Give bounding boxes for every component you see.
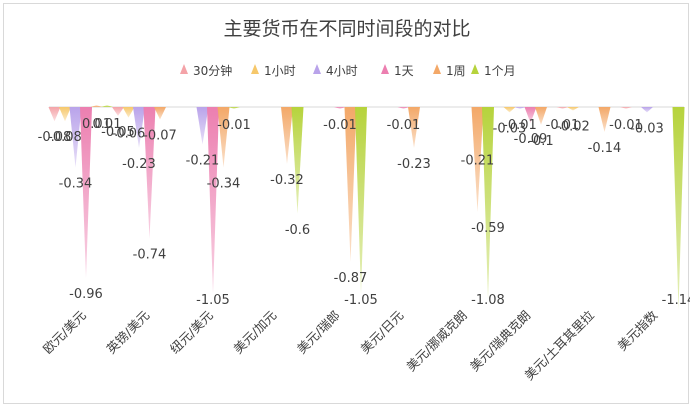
legend-marker xyxy=(381,64,389,74)
legend-label: 1小时 xyxy=(264,64,296,78)
bar-mark xyxy=(48,107,61,122)
category-label: 美元/瑞郎 xyxy=(294,308,343,357)
bar-mark xyxy=(641,107,653,113)
bar-mark xyxy=(482,107,494,300)
data-label: 0.01 xyxy=(93,117,122,132)
data-label: -0.32 xyxy=(270,173,304,188)
legend-label: 30分钟 xyxy=(193,63,232,78)
data-label: -0.34 xyxy=(207,177,241,192)
data-label: -0.21 xyxy=(461,153,495,168)
bar-mark xyxy=(80,107,92,278)
category-label: 美元/日元 xyxy=(357,308,406,357)
legend-marker xyxy=(313,64,321,74)
data-label: -1.05 xyxy=(196,293,230,308)
chart-svg: 主要货币在不同时间段的对比 30分钟 1小时 4小时 1天 1周 1个月 欧元/美元 英镑/… xyxy=(38,18,690,383)
legend-label: 1周 xyxy=(446,64,466,78)
bar-mark xyxy=(207,107,219,294)
bar-mark xyxy=(122,107,135,118)
data-label: -0.21 xyxy=(186,153,220,168)
data-label: -1.08 xyxy=(471,293,505,308)
data-label: -0.08 xyxy=(38,130,72,145)
bar-mark xyxy=(672,107,685,310)
bar-mark xyxy=(69,107,82,168)
data-label: -0.01 xyxy=(387,118,421,133)
bar-mark xyxy=(355,107,367,294)
data-label: -0.01 xyxy=(217,118,251,133)
legend: 30分钟 1小时 4小时 1天 1周 1个月 xyxy=(180,63,516,78)
bar-mark xyxy=(59,107,71,122)
data-label: -0.59 xyxy=(471,221,505,236)
data-label: -1.14 xyxy=(662,293,690,308)
bar-mark xyxy=(471,107,484,213)
data-label: -0.06 xyxy=(112,127,146,142)
legend-marker xyxy=(471,64,479,74)
legend-marker xyxy=(180,64,188,74)
data-label: -0.01 xyxy=(609,118,643,133)
bar-mark xyxy=(90,105,103,107)
data-label: -0.01 xyxy=(503,118,537,133)
bar-mark xyxy=(228,107,240,109)
bar-mark xyxy=(101,105,113,107)
data-label: -0.02 xyxy=(556,120,590,135)
bar-mark xyxy=(281,107,293,164)
data-label: -0.01 xyxy=(546,118,580,133)
data-label: -0.01 xyxy=(323,118,357,133)
plot-area: 欧元/美元 英镑/美元 纽元/美元 美元/加元 美元/瑞郎 美元/日元美元/挪威克朗美元/… xyxy=(38,105,690,383)
category-label: 英镑/美元 xyxy=(103,308,152,357)
category-label: 欧元/美元 xyxy=(40,308,89,357)
bar-mark xyxy=(503,107,516,113)
bar-mark xyxy=(112,107,124,116)
data-label: -0.08 xyxy=(48,130,82,145)
data-label: -0.87 xyxy=(334,271,368,286)
bar-mark xyxy=(524,107,537,124)
data-label: -0.34 xyxy=(59,177,93,192)
data-label: -0.14 xyxy=(588,141,622,156)
bar-mark xyxy=(408,107,420,148)
category-label: 美元指数 xyxy=(614,307,660,353)
data-label: -0.1 xyxy=(528,134,553,149)
category-label: 纽元/美元 xyxy=(167,308,216,357)
data-label: -1.05 xyxy=(344,293,378,308)
legend-label: 1个月 xyxy=(484,64,516,78)
data-label: -0.07 xyxy=(143,128,177,143)
chart-title: 主要货币在不同时间段的对比 xyxy=(223,18,470,40)
bar-mark xyxy=(196,107,209,145)
data-label: -0.96 xyxy=(69,287,103,302)
bar-mark xyxy=(133,107,145,148)
bar-mark xyxy=(397,107,410,109)
data-label: -0.09 xyxy=(514,132,548,147)
bar-mark xyxy=(598,107,611,132)
bar-mark xyxy=(217,107,230,168)
bar-mark xyxy=(514,107,526,109)
bar-mark xyxy=(620,107,632,109)
bar-mark xyxy=(344,107,357,262)
data-label: -0.03 xyxy=(630,121,664,136)
legend-marker xyxy=(251,64,259,74)
category-label: 美元/瑞典克朗 xyxy=(467,308,534,375)
data-label: -0.05 xyxy=(101,125,135,140)
bar-mark xyxy=(556,107,569,109)
bar-mark xyxy=(143,107,156,239)
data-label: -0.74 xyxy=(133,248,167,263)
category-label: 美元/加元 xyxy=(230,308,279,357)
legend-label: 4小时 xyxy=(326,64,358,78)
bar-mark xyxy=(567,107,579,111)
category-label: 美元/挪威克朗 xyxy=(403,308,470,375)
bar-mark xyxy=(154,107,166,120)
data-label: -0.23 xyxy=(397,157,431,172)
bar-mark xyxy=(535,107,547,125)
data-label: 0.01 xyxy=(82,117,111,132)
data-label: -0.03 xyxy=(493,121,527,136)
chart-frame: 主要货币在不同时间段的对比 30分钟 1小时 4小时 1天 1周 1个月 欧元/美元 英镑/… xyxy=(3,3,690,404)
bar-mark xyxy=(291,107,304,214)
bar-mark xyxy=(334,107,346,109)
legend-label: 1天 xyxy=(394,64,414,78)
legend-marker xyxy=(433,64,441,74)
data-label: -0.23 xyxy=(122,157,156,172)
data-label: -0.6 xyxy=(285,223,310,238)
